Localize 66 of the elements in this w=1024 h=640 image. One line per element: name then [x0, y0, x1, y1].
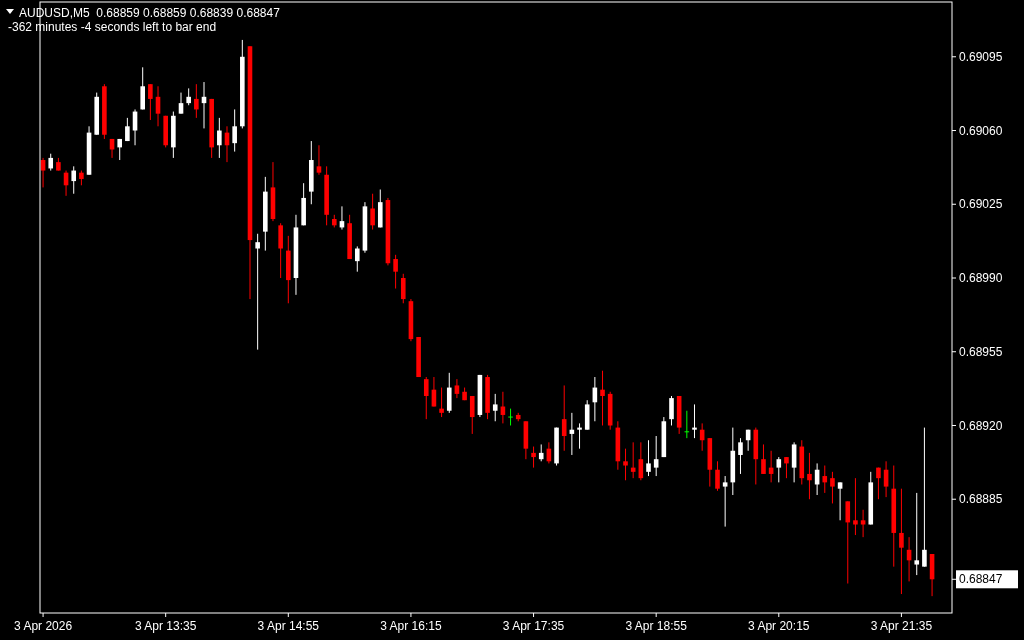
- candlestick: [439, 387, 444, 418]
- candlestick: [140, 66, 145, 110]
- candlestick: [454, 378, 460, 399]
- candlestick: [194, 83, 199, 119]
- candlestick: [738, 437, 743, 475]
- y-tick-label: 0.69025: [959, 197, 1003, 212]
- y-tick-label: 0.68920: [959, 418, 1003, 433]
- candlestick: [853, 477, 858, 536]
- candlestick: [669, 395, 674, 426]
- chart-title: AUDUSD,M5 0.68859 0.68859 0.68839 0.68847: [19, 6, 281, 20]
- y-tick-label: 0.68885: [959, 492, 1003, 507]
- x-tick-label: 3 Apr 13:35: [134, 619, 197, 633]
- text: -362 minutes -4 seconds left to bar end: [8, 20, 217, 34]
- y-tick-label: 0.68955: [959, 344, 1003, 359]
- candlestick: [845, 500, 851, 584]
- candlestick: [623, 448, 628, 481]
- candlestick: [316, 144, 322, 176]
- candlestick: [255, 233, 260, 351]
- candlestick: [822, 465, 828, 494]
- x-tick-label: 3 Apr 18:55: [625, 619, 688, 633]
- candlestick: [761, 443, 766, 475]
- candlestick: [400, 273, 406, 304]
- candlestick: [423, 376, 429, 420]
- candlestick: [446, 372, 452, 414]
- candlestick: [370, 193, 375, 231]
- x-tick-label: 3 Apr 20:15: [748, 619, 810, 633]
- candlestick: [148, 83, 153, 121]
- candlestick: [653, 435, 659, 477]
- candlestick: [922, 427, 927, 568]
- candlestick: [830, 471, 835, 504]
- candlestick: [600, 370, 605, 426]
- candlestick: [40, 157, 46, 188]
- x-tick-label: 3 Apr 2026: [14, 619, 73, 633]
- candlestick: [393, 254, 398, 290]
- x-tick-label: 3 Apr 16:15: [380, 619, 442, 633]
- candlestick: [178, 92, 184, 115]
- candlestick: [876, 467, 881, 500]
- candlestick: [784, 456, 789, 479]
- candlestick: [469, 395, 475, 435]
- candlestick: [278, 222, 283, 279]
- candlestick: [899, 488, 904, 595]
- candlestick: [776, 456, 782, 483]
- candlestick: [837, 481, 843, 521]
- candlestick: [791, 441, 797, 483]
- candlestick: [715, 460, 720, 492]
- candlestick: [561, 384, 567, 452]
- text: 0.68847: [959, 572, 1003, 587]
- y-tick-label: 0.68990: [959, 271, 1003, 286]
- candlestick: [531, 446, 536, 469]
- candlestick: [692, 403, 697, 439]
- candlestick: [354, 245, 360, 273]
- candlestick: [232, 108, 237, 153]
- x-tick-label: 3 Apr 21:35: [870, 619, 933, 633]
- candlestick: [807, 452, 812, 500]
- y-tick-label: 0.69060: [959, 123, 1003, 138]
- candlestick: [217, 117, 222, 159]
- candlestick: [860, 509, 866, 538]
- candlestick: [577, 422, 582, 450]
- candlestick: [722, 475, 728, 528]
- y-tick-label: 0.69095: [959, 49, 1003, 64]
- x-tick-label: 3 Apr 17:35: [502, 619, 565, 633]
- candlestick: [646, 439, 651, 477]
- candlestick: [914, 492, 920, 576]
- candlestick: [492, 393, 498, 422]
- candlestick: [71, 165, 77, 195]
- x-tick-label: 3 Apr 14:55: [257, 619, 320, 633]
